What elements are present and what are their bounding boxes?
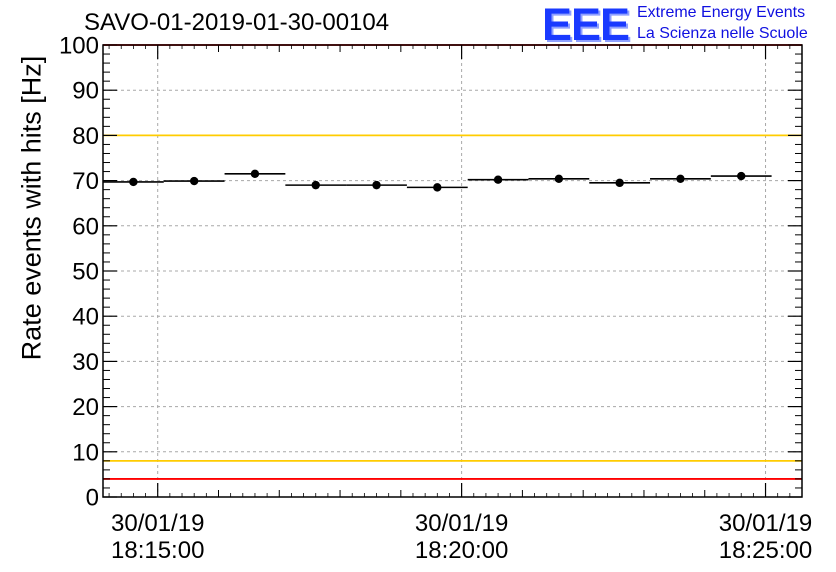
x-tick-label: 30/01/19 18:25:00 (718, 510, 813, 565)
y-tick-label: 10 (72, 439, 99, 466)
chart-title: SAVO-01-2019-01-30-00104 (84, 9, 390, 36)
x-tick-time: 18:25:00 (718, 536, 813, 564)
data-point (615, 178, 624, 188)
data-point (737, 171, 746, 181)
y-tick-label: 20 (72, 394, 99, 421)
y-tick-label: 60 (72, 213, 99, 240)
data-points (103, 169, 772, 192)
x-tick-date: 30/01/19 (414, 510, 509, 537)
y-tick-label: 50 (72, 259, 99, 286)
data-point (372, 180, 381, 190)
y-tick-label: 30 (72, 349, 99, 376)
x-tick-time: 18:15:00 (110, 536, 205, 564)
grid (103, 45, 802, 497)
data-point (189, 176, 199, 186)
data-point (250, 169, 260, 179)
data-point (129, 177, 138, 187)
y-tick-label: 90 (72, 78, 99, 105)
y-tick-label: 80 (72, 123, 99, 150)
data-point (311, 180, 320, 190)
y-tick-label: 40 (72, 304, 99, 331)
x-tick-label: 30/01/19 18:15:00 (110, 510, 205, 565)
x-tick-label: 30/01/19 18:20:00 (414, 510, 509, 565)
logo-text-line2: La Scienza nelle Scuole (637, 25, 808, 42)
y-tick-label: 100 (59, 33, 99, 60)
y-tick-label: 0 (86, 485, 99, 512)
data-point (433, 183, 442, 192)
data-point (493, 175, 503, 184)
y-tick-label: 70 (72, 168, 99, 195)
data-point (554, 174, 564, 183)
x-tick-time: 18:20:00 (414, 536, 509, 564)
axis-ticks: 0 10 20 30 40 50 60 70 80 90 100 (59, 33, 803, 512)
reference-lines (103, 44, 802, 480)
x-tick-date: 30/01/19 (110, 510, 205, 537)
eee-logo: EEE (542, 0, 630, 50)
x-tick-date: 30/01/19 (718, 510, 813, 537)
logo-text-line1: Extreme Energy Events (637, 4, 806, 21)
data-point (676, 174, 685, 183)
